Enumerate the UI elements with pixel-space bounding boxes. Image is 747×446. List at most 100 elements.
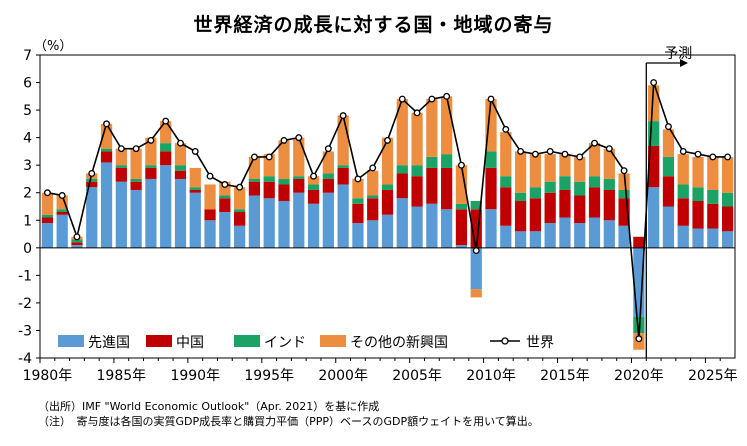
bar-segment-series-0 [455,245,468,248]
bar-segment-series-1 [322,178,334,193]
bar-segment-series-3 [381,137,394,185]
bar-segment-series-2 [278,178,290,185]
bar-segment-series-0 [470,247,482,290]
bar-segment-series-1 [662,176,675,207]
forecast-arrow-head [680,59,688,67]
bar-segment-series-2 [574,181,586,196]
bar-segment-series-3 [470,289,482,298]
bar-segment-series-0 [100,162,113,248]
bar-segment-series-2 [514,192,527,201]
world-growth-point [487,95,495,103]
bar-segment-series-2 [633,316,645,334]
bar-segment-series-0 [707,228,719,248]
bar-segment-series-2 [441,154,453,168]
world-growth-point [635,335,643,343]
bar-segment-series-3 [426,99,438,157]
bar-segment-series-0 [544,223,556,248]
world-growth-point [221,181,229,188]
plot-frame [39,54,736,359]
bar-segment-series-2 [367,195,379,199]
bar-segment-series-0 [219,212,231,248]
y-tick-label: -3 [18,323,32,339]
bar-segment-series-3 [544,154,556,182]
y-tick-label: -1 [18,268,32,284]
bar-segment-series-3 [500,132,512,177]
bar-segment-series-2 [337,165,349,168]
bar-segment-series-2 [41,214,54,218]
x-tick-label: 2020年 [614,368,664,384]
bar-segment-series-3 [574,156,586,182]
world-growth-point [517,147,525,155]
legend-label-series-3: その他の新興国 [350,335,448,351]
bar-segment-series-2 [692,187,704,201]
world-growth-point [162,117,170,125]
bar-segment-series-1 [574,195,586,224]
legend-label-world: 世界 [526,335,554,351]
bar-segment-series-0 [529,231,541,248]
bar-segment-series-0 [174,178,187,248]
world-growth-point [591,139,598,147]
world-growth-point [709,153,717,161]
bar-segment-series-0 [588,217,601,248]
bar-segment-series-1 [559,189,571,218]
bar-segment-series-0 [426,203,438,248]
bar-segment-series-1 [115,167,127,182]
bar-segment-series-3 [160,121,172,144]
bar-segment-series-3 [189,167,201,188]
bar-segment-series-2 [588,176,601,188]
bar-segment-series-1 [367,198,379,221]
bar-segment-series-1 [100,151,113,163]
world-growth-point [561,150,569,158]
bar-segment-series-0 [677,225,689,248]
bar-segment-series-0 [71,245,83,248]
bar-segment-series-1 [145,167,157,179]
bar-segment-series-3 [145,137,157,166]
bar-segment-series-0 [337,184,349,248]
legend-swatch-series-3 [320,335,346,347]
bar-segment-series-0 [411,206,423,248]
bar-segment-series-0 [574,223,586,248]
bar-segment-series-2 [662,156,675,177]
world-growth-point [398,95,406,103]
y-tick-label: 7 [23,48,32,64]
bar-segment-series-3 [677,154,689,185]
bar-segment-series-2 [381,184,394,190]
world-growth-point [694,150,702,158]
bar-segment-series-1 [411,176,423,207]
bar-segment-series-3 [648,85,660,122]
bar-segment-series-1 [455,209,468,246]
bar-segment-series-1 [721,206,734,232]
world-growth-point [177,139,184,147]
bar-segment-series-0 [248,195,261,248]
bar-segment-series-2 [322,173,334,179]
world-growth-point [73,233,81,241]
bar-segment-series-2 [307,184,320,190]
bar-segment-series-0 [145,178,157,248]
world-growth-point [620,167,628,175]
legend-label-series-0: 先進国 [88,335,130,351]
bar-segment-series-2 [559,176,571,190]
x-tick-label: 2010年 [466,368,516,384]
world-growth-point [384,136,391,144]
bar-segment-series-2 [263,176,275,182]
bar-segment-series-0 [633,247,645,317]
bar-segment-series-1 [529,198,541,232]
bar-segment-series-1 [56,212,68,215]
bar-segment-series-1 [263,181,275,199]
bar-segment-series-3 [352,178,364,199]
bar-segment-series-0 [692,228,704,248]
bar-segment-series-3 [396,99,408,166]
bar-segment-series-0 [322,192,334,248]
bar-segment-series-3 [278,140,290,179]
bar-segment-series-1 [278,184,290,201]
bar-segment-series-1 [618,198,630,226]
bar-segment-series-0 [86,187,98,248]
bar-segment-series-0 [396,198,408,248]
bar-segment-series-1 [219,198,231,213]
bar-segment-series-1 [293,178,305,193]
bar-segment-series-3 [307,176,320,185]
bar-segment-series-3 [455,165,468,204]
y-unit-label: （%） [34,39,72,54]
bar-segment-series-3 [559,154,571,177]
